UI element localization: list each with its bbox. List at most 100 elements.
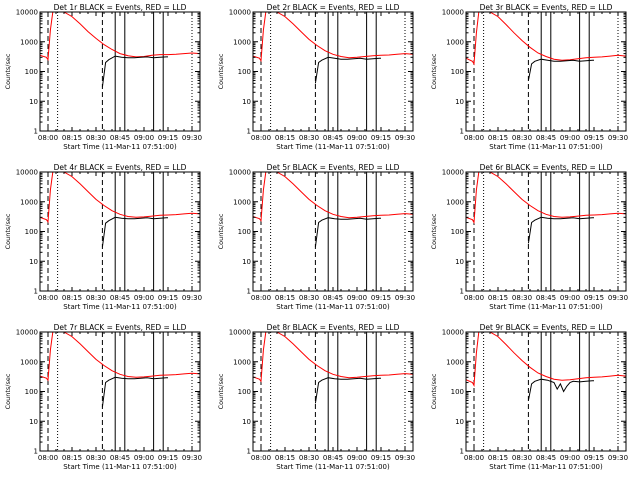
y-tick-label: 1000 xyxy=(233,38,251,46)
series-line-events xyxy=(527,378,594,401)
axes-frame xyxy=(465,331,627,452)
x-tick-label: 09:30 xyxy=(395,134,415,142)
y-tick-label: 100 xyxy=(238,228,251,236)
x-tick-label: 08:45 xyxy=(536,134,556,142)
panel-3: Det 3r BLACK = Events, RED = LLD 08:00 08:… xyxy=(430,3,628,151)
y-tick-label: 10000 xyxy=(229,329,251,337)
y-tick-label: 10 xyxy=(242,418,251,426)
panel-6: Det 6r BLACK = Events, RED = LLD 08:00 08:… xyxy=(430,163,628,311)
panel-title: Det 1r BLACK = Events, RED = LLD xyxy=(54,3,187,12)
plot-area xyxy=(253,12,413,131)
plot-area xyxy=(253,332,413,451)
y-tick-label: 100 xyxy=(25,388,38,396)
x-tick-label: 08:15 xyxy=(62,294,82,302)
x-axis-label: Start Time (11-Mar-11 07:51:00) xyxy=(489,463,603,471)
x-axis-label: Start Time (11-Mar-11 07:51:00) xyxy=(276,143,390,151)
x-tick-label: 09:30 xyxy=(608,454,628,462)
x-tick-label: 08:30 xyxy=(86,454,106,462)
y-tick-label: 1 xyxy=(247,288,251,296)
axes-frame xyxy=(465,171,627,292)
y-tick-label: 10 xyxy=(242,258,251,266)
x-tick-label: 08:45 xyxy=(110,454,130,462)
x-tick-label: 09:15 xyxy=(158,454,178,462)
series-line-lld xyxy=(40,332,200,382)
y-tick-label: 10000 xyxy=(442,169,464,177)
plot-area xyxy=(466,172,626,291)
x-tick-label: 09:30 xyxy=(608,294,628,302)
x-tick-label: 09:00 xyxy=(347,454,367,462)
panel-7: Det 7r BLACK = Events, RED = LLD 08:00 08:… xyxy=(4,323,202,471)
x-tick-label: 08:15 xyxy=(488,454,508,462)
series-line-events xyxy=(101,376,168,408)
x-tick-label: 08:00 xyxy=(38,294,58,302)
panel-8: Det 8r BLACK = Events, RED = LLD 08:00 08:… xyxy=(217,323,415,471)
plot-area xyxy=(253,172,413,291)
x-tick-label: 09:00 xyxy=(560,454,580,462)
series-line-events xyxy=(101,216,168,248)
y-axis-label: Counts/sec xyxy=(217,213,225,249)
x-tick-label: 09:00 xyxy=(134,134,154,142)
panel-title: Det 6r BLACK = Events, RED = LLD xyxy=(480,163,613,172)
panel-title: Det 3r BLACK = Events, RED = LLD xyxy=(480,3,613,12)
y-tick-label: 1000 xyxy=(446,198,464,206)
y-tick-label: 10 xyxy=(29,258,38,266)
y-axis-label: Counts/sec xyxy=(4,373,12,409)
plot-area xyxy=(466,332,626,451)
x-tick-label: 08:30 xyxy=(512,294,532,302)
x-axis-label: Start Time (11-Mar-11 07:51:00) xyxy=(489,143,603,151)
y-tick-label: 1000 xyxy=(233,198,251,206)
x-tick-label: 08:45 xyxy=(536,294,556,302)
series-line-lld xyxy=(40,12,200,62)
x-tick-label: 09:30 xyxy=(395,454,415,462)
series-line-events xyxy=(527,216,594,244)
axes-frame xyxy=(39,171,201,292)
x-tick-label: 09:30 xyxy=(182,134,202,142)
x-tick-label: 08:00 xyxy=(38,134,58,142)
y-axis-label: Counts/sec xyxy=(430,213,438,249)
x-tick-label: 08:30 xyxy=(86,294,106,302)
series-line-events xyxy=(527,58,594,81)
y-tick-label: 10 xyxy=(455,418,464,426)
series-line-events xyxy=(101,55,168,88)
x-axis-label: Start Time (11-Mar-11 07:51:00) xyxy=(63,143,177,151)
x-tick-label: 08:00 xyxy=(251,134,271,142)
x-tick-label: 09:15 xyxy=(371,294,391,302)
x-tick-label: 09:15 xyxy=(371,134,391,142)
y-tick-label: 10000 xyxy=(229,169,251,177)
x-tick-label: 09:30 xyxy=(182,294,202,302)
x-tick-label: 09:00 xyxy=(347,134,367,142)
x-tick-label: 08:15 xyxy=(62,134,82,142)
panel-title: Det 7r BLACK = Events, RED = LLD xyxy=(54,323,187,332)
axes-frame xyxy=(252,171,414,292)
plot-area xyxy=(40,12,200,131)
x-tick-label: 08:15 xyxy=(488,294,508,302)
x-tick-label: 08:45 xyxy=(323,294,343,302)
x-tick-label: 09:15 xyxy=(371,454,391,462)
x-tick-label: 08:30 xyxy=(512,454,532,462)
y-axis-label: Counts/sec xyxy=(217,373,225,409)
x-tick-label: 08:45 xyxy=(536,454,556,462)
y-tick-label: 100 xyxy=(238,68,251,76)
y-tick-label: 1 xyxy=(34,448,38,456)
y-axis-label: Counts/sec xyxy=(217,53,225,89)
x-tick-label: 09:15 xyxy=(158,294,178,302)
y-tick-label: 10 xyxy=(29,418,38,426)
y-axis-label: Counts/sec xyxy=(4,213,12,249)
y-tick-label: 1 xyxy=(460,128,464,136)
y-tick-label: 10 xyxy=(242,98,251,106)
panel-title: Det 9r BLACK = Events, RED = LLD xyxy=(480,323,613,332)
series-line-events xyxy=(314,56,381,84)
series-line-events xyxy=(314,217,381,248)
x-tick-label: 09:15 xyxy=(584,294,604,302)
y-tick-label: 10 xyxy=(455,258,464,266)
panel-title: Det 5r BLACK = Events, RED = LLD xyxy=(267,163,400,172)
x-axis-label: Start Time (11-Mar-11 07:51:00) xyxy=(276,303,390,311)
panel-title: Det 2r BLACK = Events, RED = LLD xyxy=(267,3,400,12)
y-tick-label: 1 xyxy=(460,288,464,296)
x-tick-label: 09:00 xyxy=(560,294,580,302)
y-tick-label: 1 xyxy=(34,288,38,296)
x-axis-label: Start Time (11-Mar-11 07:51:00) xyxy=(63,463,177,471)
panel-2: Det 2r BLACK = Events, RED = LLD 08:00 08:… xyxy=(217,3,415,151)
series-line-lld xyxy=(253,172,413,223)
